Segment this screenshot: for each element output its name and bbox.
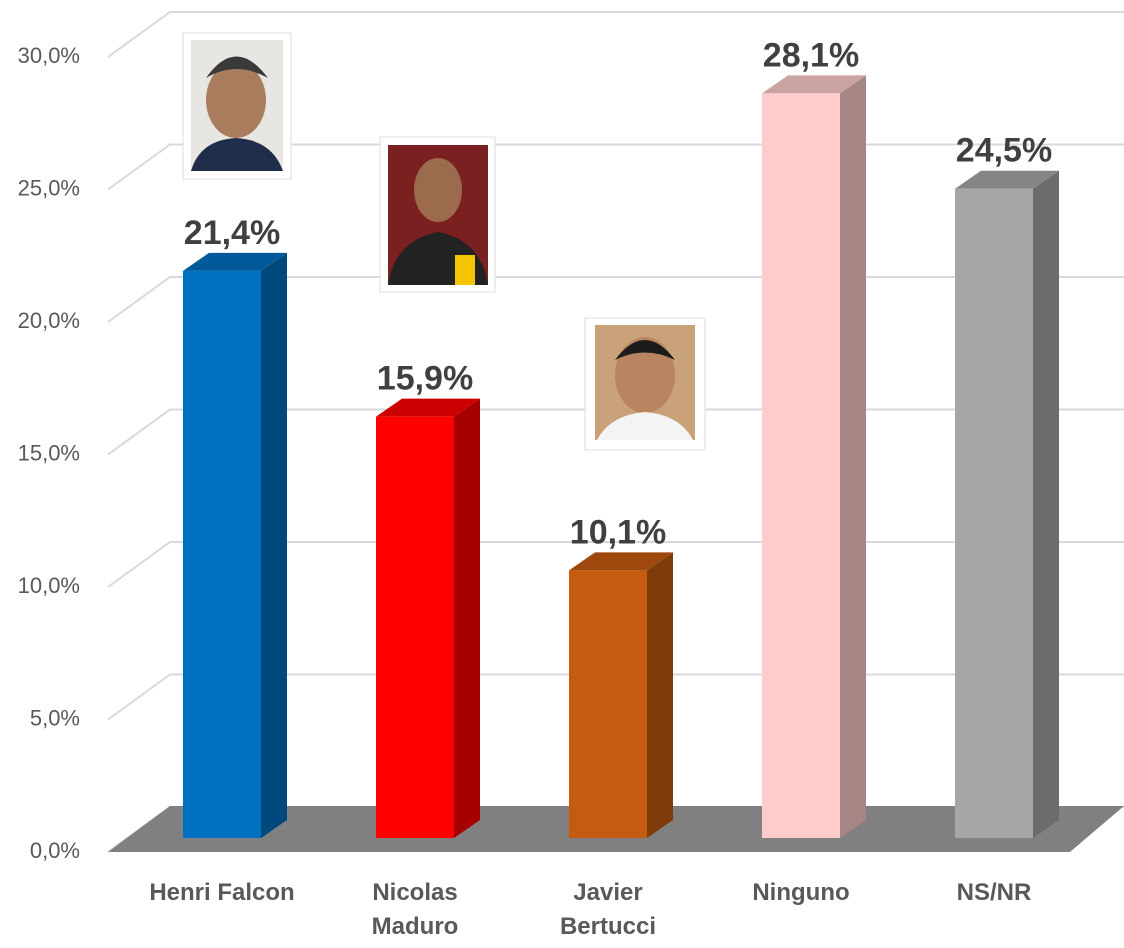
chart: 0,0% 5,0% 10,0% 15,0% 20,0% 25,0% 30,0% 21,4% 15… — [0, 0, 1124, 948]
y-tick-label: 25,0% — [18, 175, 80, 200]
page: 0,0% 5,0% 10,0% 15,0% 20,0% 25,0% 30,0% 21,4% 15… — [0, 0, 1124, 948]
bar — [955, 189, 1033, 838]
photo-maduro — [380, 137, 495, 292]
bar-side — [261, 253, 287, 838]
bar — [183, 271, 261, 838]
y-tick-label: 30,0% — [18, 43, 80, 68]
photo-falcon — [183, 33, 291, 179]
bars — [183, 75, 1059, 838]
y-tick-label: 20,0% — [18, 308, 80, 333]
x-tick-label: Ninguno — [721, 876, 881, 910]
value-label: 28,1% — [763, 36, 859, 74]
value-label: 15,9% — [377, 360, 473, 398]
bar — [376, 417, 454, 838]
bar — [569, 570, 647, 838]
y-tick-label: 5,0% — [30, 705, 80, 730]
x-tick-label: Henri Falcon — [142, 876, 302, 910]
bar-side — [840, 75, 866, 838]
y-tick-label: 0,0% — [30, 838, 80, 863]
y-tick-label: 10,0% — [18, 573, 80, 598]
bar — [762, 93, 840, 838]
x-tick-label: NS/NR — [914, 876, 1074, 910]
bar-side — [647, 552, 673, 838]
bar-side — [454, 399, 480, 838]
x-tick-label: Javier Bertucci — [528, 876, 688, 944]
bar-side — [1033, 171, 1059, 838]
x-tick-label: Nicolas Maduro — [335, 876, 495, 944]
value-label: 10,1% — [570, 513, 666, 551]
y-tick-label: 15,0% — [18, 440, 80, 465]
value-label: 24,5% — [956, 132, 1052, 170]
value-label: 21,4% — [184, 214, 280, 252]
photo-bertucci — [585, 318, 705, 450]
